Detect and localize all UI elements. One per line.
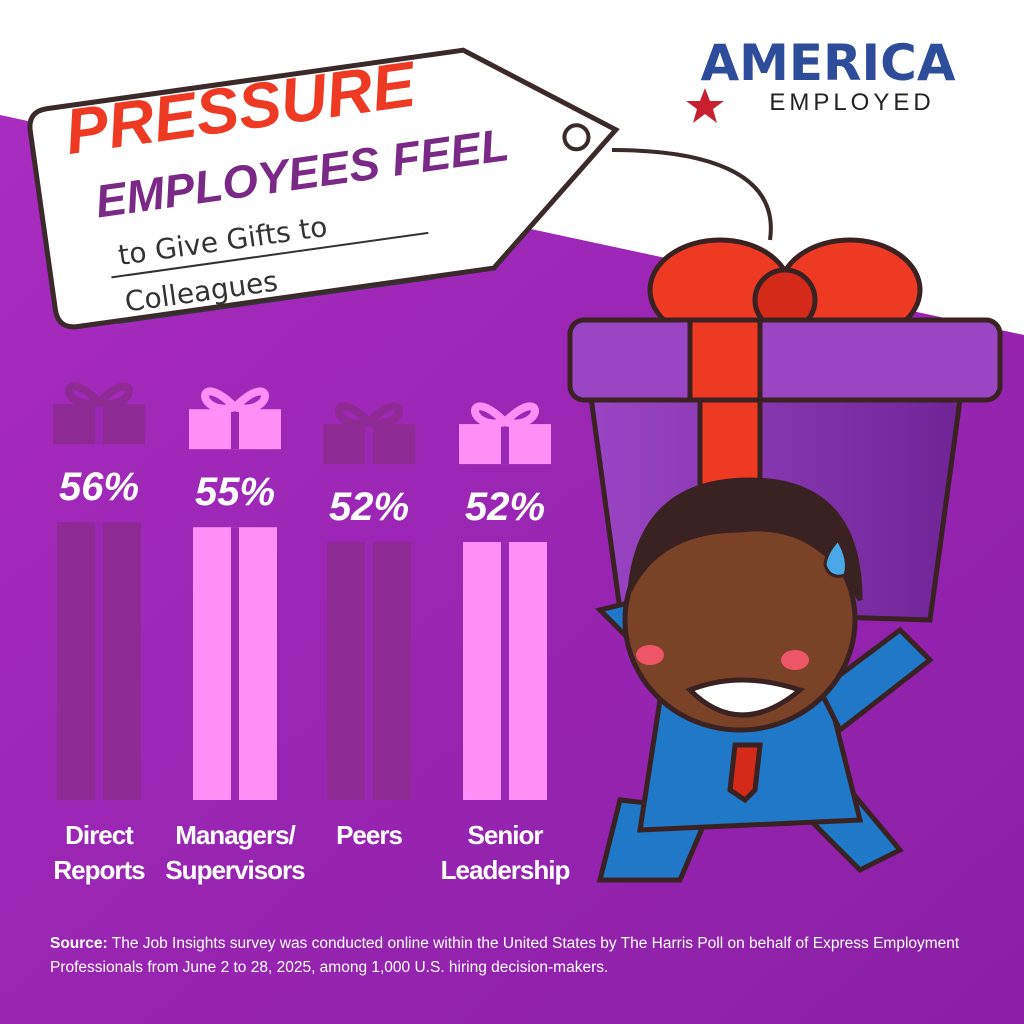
source-text: The Job Insights survey was conducted on… (50, 935, 960, 976)
gift-bow (335, 402, 403, 428)
bar-gap (95, 522, 103, 800)
category-label: Senior Leadership (440, 820, 571, 885)
brand-tagline: EMPLOYED (769, 89, 934, 116)
gift-lid-ribbon (501, 424, 509, 465)
source: Source: The Job Insights survey was cond… (50, 932, 980, 980)
bar-gap (231, 527, 239, 800)
category-label: Direct Reports (53, 820, 145, 885)
category-label: Managers/ Supervisors (165, 820, 305, 885)
gift-bow (201, 387, 269, 413)
gift-bow (65, 382, 133, 408)
gift-lid-ribbon (231, 409, 239, 450)
gift-lid-ribbon (95, 404, 103, 445)
tag-string (611, 148, 773, 241)
value-label: 55% (195, 470, 275, 514)
category-label: Peers (336, 820, 403, 850)
bar-gap (365, 542, 373, 800)
value-label: 56% (59, 465, 139, 509)
value-label: 52% (329, 485, 409, 529)
gift-bow (471, 402, 539, 428)
value-label: 52% (465, 485, 545, 529)
source-label: Source: (50, 935, 108, 952)
brand-star (686, 88, 724, 123)
character (567, 237, 1003, 883)
tag: PRESSURE EMPLOYEES FEEL to Give Gifts to… (27, 47, 620, 330)
gift-lid-ribbon (365, 424, 373, 465)
brand-name: AMERICA (700, 34, 955, 92)
bar-gap (501, 542, 509, 800)
